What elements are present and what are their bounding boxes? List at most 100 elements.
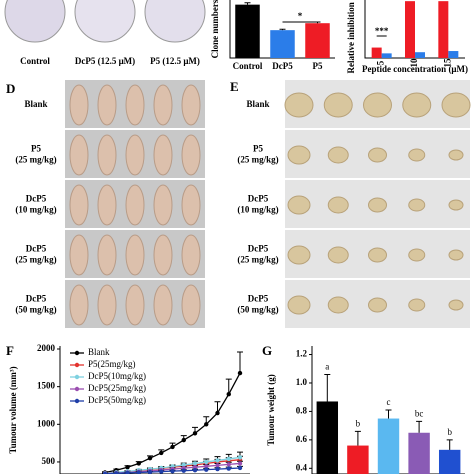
tumor [284,92,314,118]
marker [237,455,243,460]
value-label: c [387,397,391,407]
mouse [97,134,117,176]
marker [159,450,164,456]
marker [192,431,198,436]
y-tick-label: 1.0 [296,377,308,387]
mouse [97,84,117,126]
mouse [125,84,145,126]
x-axis-label: Peptide concentration (μM) [362,64,468,74]
tumor [448,249,464,261]
mouse [181,234,201,276]
row-label: DcP5 [26,194,47,204]
mouse [69,134,89,176]
tumor [287,295,311,315]
error-bar [244,2,251,5]
marker [159,469,164,474]
tumor [327,146,349,164]
error-bar [354,430,361,446]
value-label: b [356,418,361,428]
marker [215,463,220,468]
y-tick-label: 2000 [37,343,56,353]
error-bar [279,28,286,31]
marker [226,456,231,462]
mouse [69,234,89,276]
legend-label: DcP5(50mg/kg) [88,395,146,405]
row-label: P5 [253,144,263,154]
bar [316,401,339,474]
mouse [153,134,173,176]
bar [381,53,392,58]
panel-letter: G [262,343,272,358]
mouse [69,184,89,226]
x-tick-label: P5 [313,61,323,71]
mouse [97,284,117,326]
marker [147,469,153,474]
bar [405,1,415,59]
row-label: DcP5 [26,244,47,254]
mouse [125,184,145,226]
error-bar [225,378,232,395]
tumor [327,196,349,214]
panel-letter: E [230,79,239,94]
mouse [69,284,89,326]
colony-label: DcP5 (12.5 μM) [75,56,135,66]
error-bar [324,373,331,402]
y-tick-label: 500 [42,456,56,466]
row-label: DcP5 [26,294,47,304]
tumor [448,149,464,161]
annotation: *** [375,26,389,36]
tumor [368,197,387,213]
colony-photos [4,0,206,43]
row-label: (50 mg/kg) [15,305,56,315]
row-label: (25 mg/kg) [15,255,56,265]
x-tick-label: 15 [442,58,452,68]
axis [364,0,465,59]
marker [204,464,209,469]
y-tick-label: 1.2 [296,349,308,359]
x-tick-label: Control [233,61,263,71]
value-label: b [447,427,452,437]
marker [192,468,198,473]
row-label: P5 [31,144,41,154]
row-label: (25 mg/kg) [237,155,278,165]
marker [170,468,175,474]
mouse [153,284,173,326]
mouse [97,234,117,276]
marker [204,422,209,427]
mouse [181,284,201,326]
error-bar [446,439,453,450]
bar [448,51,459,58]
value-label: a [325,362,329,372]
marker [136,470,141,474]
tumor [363,92,392,118]
legend-marker [74,350,80,356]
mouse [125,284,145,326]
row-label: (10 mg/kg) [15,205,56,215]
mouse [181,184,201,226]
row-label: DcP5 [248,244,269,254]
error-bar [416,420,423,433]
legend-marker [74,362,80,368]
y-axis-label: Clone numbers [210,0,220,58]
panel-letter: F [6,343,14,358]
photo-panels [65,80,471,328]
y-axis-label: Tumour volume (mm³) [8,366,18,453]
marker [181,468,186,473]
mouse [181,84,201,126]
tumor [368,297,387,313]
legend-marker [74,398,80,404]
colony-label: Control [20,56,50,66]
marker [192,465,198,470]
bar [408,432,430,474]
axis [311,346,465,474]
marker [204,459,209,465]
tumor [323,92,353,118]
x-tick-label: 10 [409,58,419,68]
marker [215,466,220,472]
tumor [402,92,432,118]
marker [215,410,220,416]
marker [237,465,243,471]
marker [181,437,186,443]
marker [226,391,231,397]
value-label: bc [415,408,424,418]
